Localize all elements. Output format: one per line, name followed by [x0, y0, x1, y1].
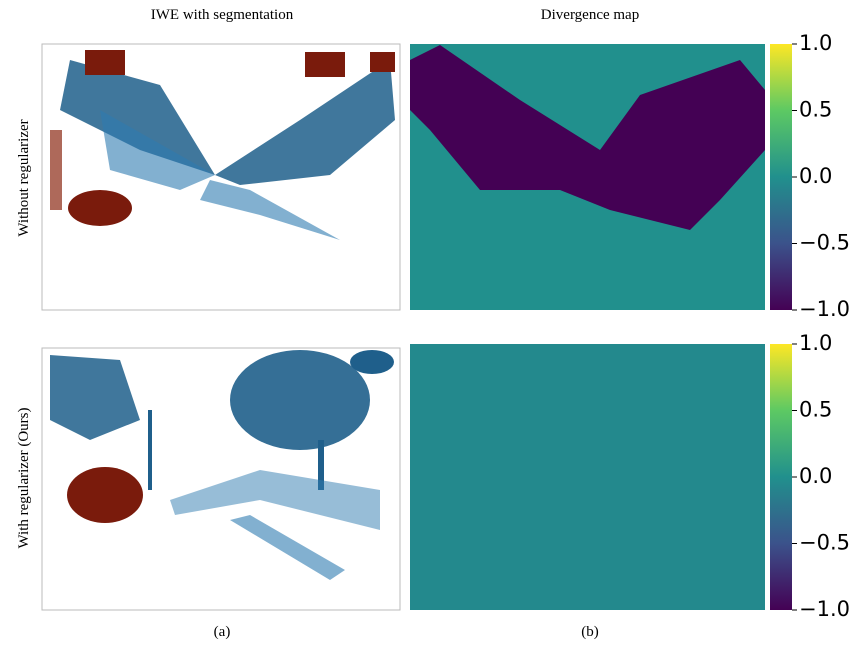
colorbar — [770, 344, 792, 610]
divergence-image — [410, 344, 765, 610]
divergence-image — [410, 44, 765, 310]
colorbar — [770, 44, 792, 310]
row-title: Without regularizer — [16, 119, 32, 236]
iwe-image — [42, 348, 400, 610]
column-title: Divergence map — [541, 7, 639, 23]
colorbar-tick-label: −0.5 — [799, 231, 850, 255]
colorbar-tick-label: 0.5 — [799, 98, 832, 122]
colorbar-tick-label: −1.0 — [799, 597, 850, 621]
caption: (a) — [214, 624, 231, 640]
colorbar-tick-label: 0.0 — [799, 164, 832, 188]
column-title: IWE with segmentation — [151, 7, 294, 23]
colorbar-tick-label: −0.5 — [799, 531, 850, 555]
colorbar-tick-label: 1.0 — [799, 31, 832, 55]
colorbar-tick-label: 0.5 — [799, 398, 832, 422]
colorbar-tick-label: −1.0 — [799, 297, 850, 321]
colorbar-tick-label: 1.0 — [799, 331, 832, 355]
iwe-image — [42, 44, 400, 310]
figure: IWE with segmentation Divergence map Wit… — [0, 0, 857, 653]
colorbar-tick-label: 0.0 — [799, 464, 832, 488]
row-title: With regularizer (Ours) — [16, 407, 32, 548]
caption: (b) — [581, 624, 599, 640]
